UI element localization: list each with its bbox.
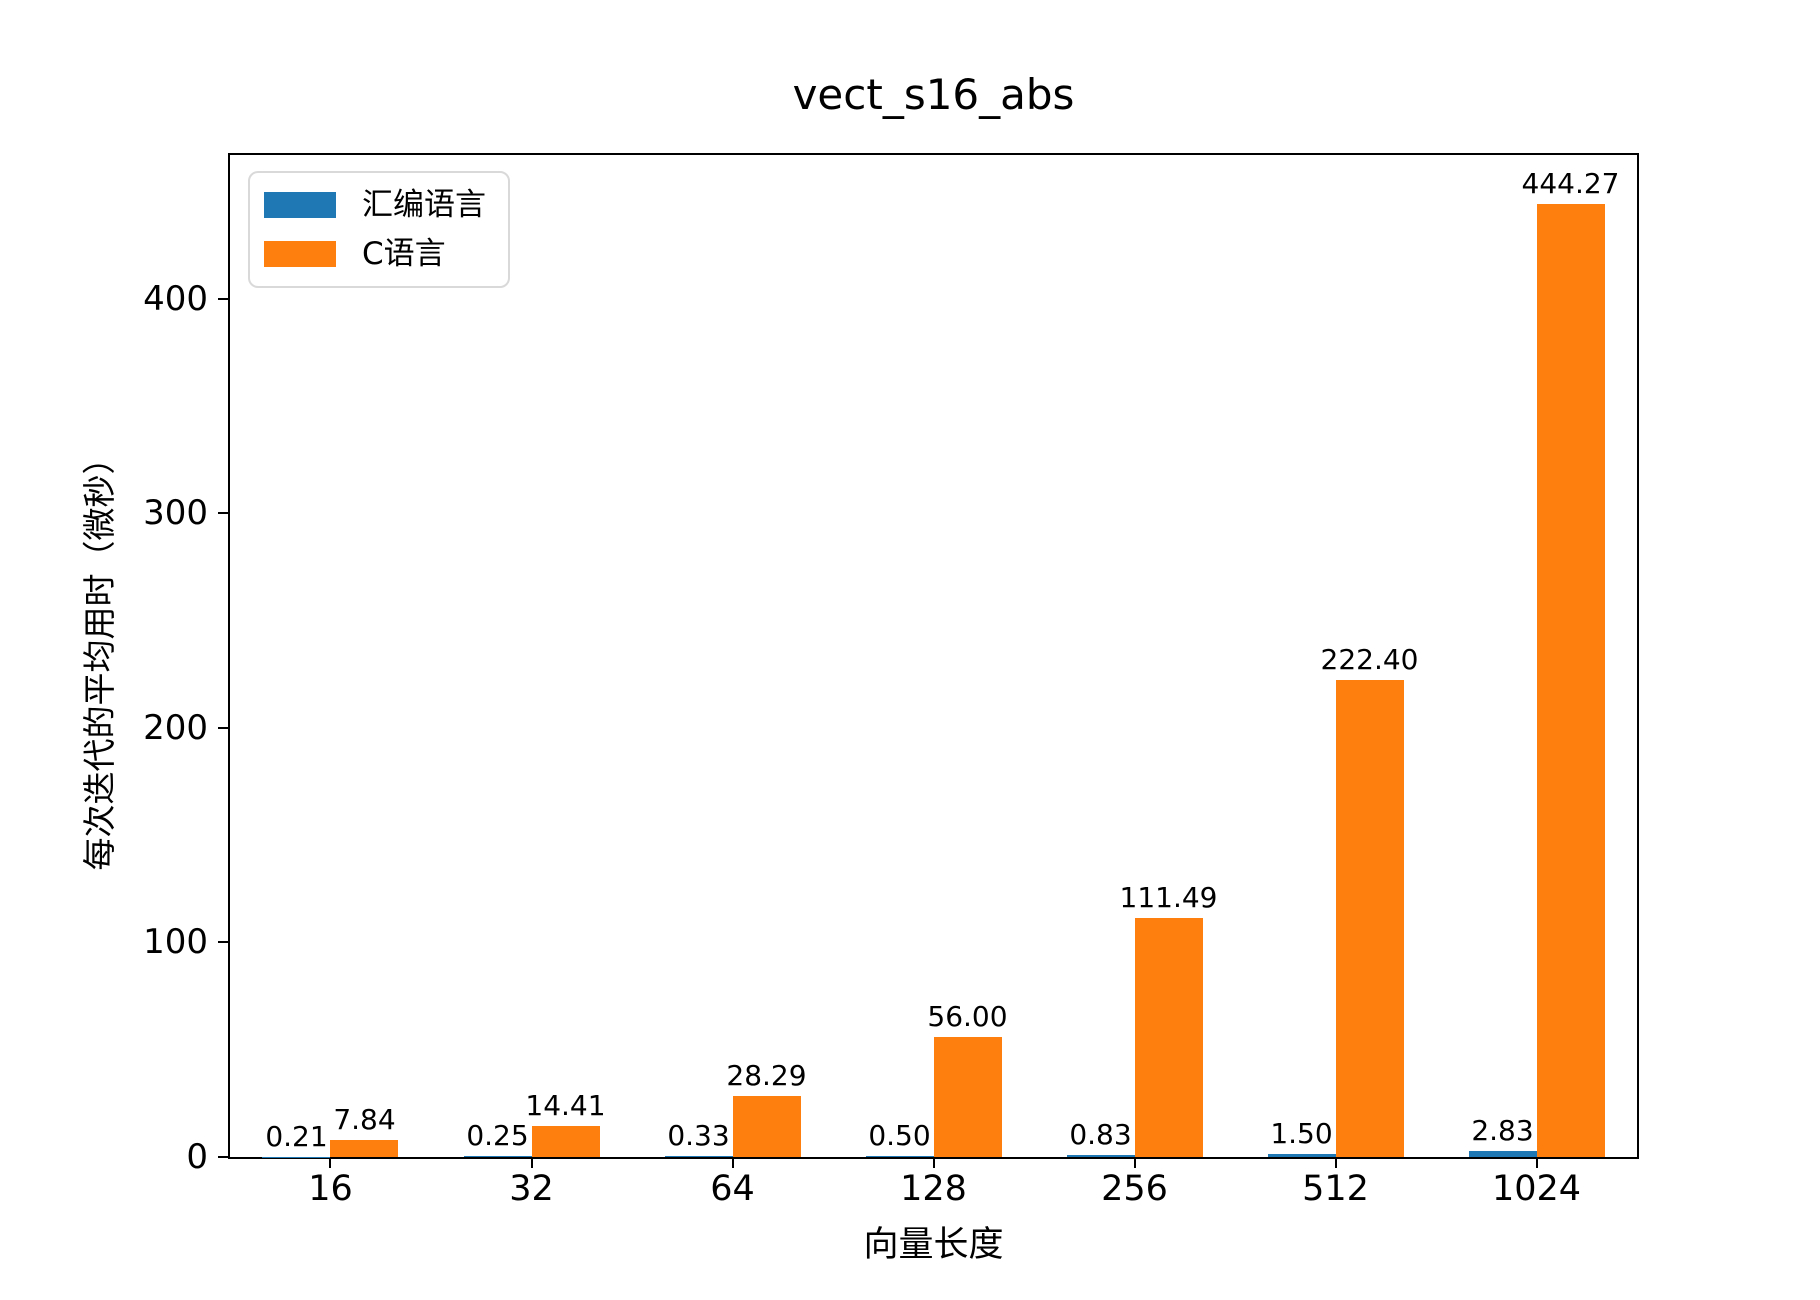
bar-c-128 xyxy=(933,1036,1002,1157)
x-tick-label: 128 xyxy=(900,1169,967,1209)
bar-c-64 xyxy=(732,1096,801,1157)
legend-label: C语言 xyxy=(362,236,446,273)
value-label-c-32: 14.41 xyxy=(525,1089,606,1123)
plot-area: 汇编语言 C语言 0 100 200 300 400 16 0.21 7.84 32 0.25 14.… xyxy=(143,153,1639,1207)
value-label-asm-64: 0.33 xyxy=(667,1119,730,1153)
x-tick-mark xyxy=(932,1157,935,1168)
y-tick-mark xyxy=(218,1156,230,1158)
value-label-asm-16: 0.21 xyxy=(265,1119,328,1153)
value-label-c-256: 111.49 xyxy=(1119,880,1218,914)
x-tick-mark xyxy=(731,1157,734,1168)
legend-label: 汇编语言 xyxy=(362,187,486,223)
x-tick-label: 1024 xyxy=(1491,1169,1582,1209)
x-tick-label: 512 xyxy=(1302,1169,1369,1209)
bar-c-16 xyxy=(330,1140,399,1157)
x-tick-label: 16 xyxy=(308,1169,353,1209)
legend-item-1: C语言 xyxy=(264,237,486,271)
x-tick-label: 32 xyxy=(509,1169,554,1209)
y-tick-mark xyxy=(218,297,230,300)
value-label-c-1024: 444.27 xyxy=(1521,166,1620,200)
x-axis-label: 向量长度 xyxy=(863,1225,1004,1265)
value-label-c-64: 28.29 xyxy=(726,1059,807,1093)
y-axis-label: 每次迭代的平均用时（微秒） xyxy=(80,441,119,871)
value-label-asm-1024: 2.83 xyxy=(1471,1113,1534,1147)
value-label-asm-256: 0.83 xyxy=(1069,1118,1132,1152)
x-tick-label: 256 xyxy=(1101,1169,1168,1209)
legend-swatch-icon xyxy=(264,192,336,219)
bar-asm-512 xyxy=(1267,1153,1336,1157)
chart-title: vect_s16_abs xyxy=(792,70,1075,119)
x-tick-mark xyxy=(1133,1157,1136,1168)
x-tick-label: 64 xyxy=(710,1169,755,1209)
bar-c-512 xyxy=(1335,679,1404,1157)
bar-asm-128 xyxy=(865,1155,934,1157)
y-tick-mark xyxy=(218,726,230,729)
bar-asm-256 xyxy=(1066,1155,1135,1157)
y-tick-label: 100 xyxy=(143,922,208,963)
bar-asm-1024 xyxy=(1468,1150,1537,1157)
y-tick-mark xyxy=(218,512,230,515)
x-tick-mark xyxy=(1334,1157,1337,1168)
value-label-c-512: 222.40 xyxy=(1320,642,1419,676)
value-label-c-16: 7.84 xyxy=(333,1103,396,1137)
bar-asm-32 xyxy=(463,1156,532,1157)
y-tick-mark xyxy=(218,941,230,944)
value-label-asm-512: 1.50 xyxy=(1270,1116,1333,1150)
y-tick-label: 0 xyxy=(186,1137,208,1177)
legend-swatch-icon xyxy=(264,241,336,268)
legend-item-0: 汇编语言 xyxy=(264,188,486,222)
legend: 汇编语言 C语言 xyxy=(248,171,510,289)
value-label-c-128: 56.00 xyxy=(927,999,1008,1033)
x-tick-mark xyxy=(1535,1157,1538,1168)
x-tick-mark xyxy=(329,1157,332,1168)
bar-asm-64 xyxy=(664,1156,733,1157)
bar-c-256 xyxy=(1134,917,1203,1157)
bar-c-32 xyxy=(531,1126,600,1157)
value-label-asm-32: 0.25 xyxy=(466,1119,529,1153)
y-tick-label: 200 xyxy=(143,707,208,748)
bar-c-1024 xyxy=(1536,203,1605,1157)
value-label-asm-128: 0.50 xyxy=(868,1118,931,1152)
x-tick-mark xyxy=(530,1157,533,1168)
y-tick-label: 400 xyxy=(143,278,208,319)
y-tick-label: 300 xyxy=(143,493,208,534)
